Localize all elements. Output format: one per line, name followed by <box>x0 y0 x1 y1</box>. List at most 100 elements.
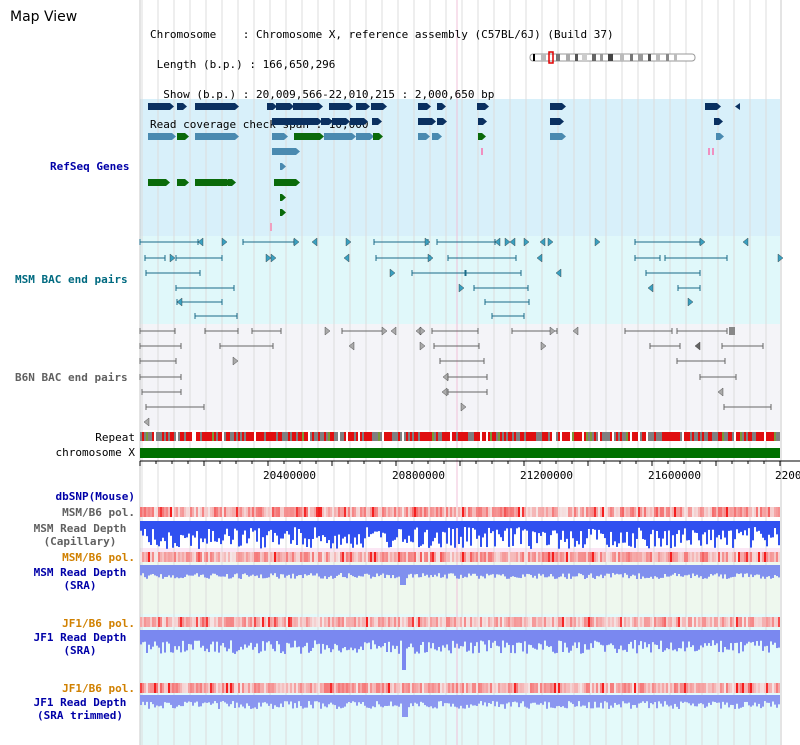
repeat-segment <box>414 432 416 441</box>
depth-bar <box>588 630 590 650</box>
pol-heat-cell <box>296 507 298 517</box>
pol-heat-cell <box>564 552 566 562</box>
pol-heat-cell <box>696 683 698 693</box>
pol-heat-cell <box>484 617 486 627</box>
pol-heat-cell <box>334 552 336 562</box>
depth-bar <box>376 630 378 649</box>
depth-bar <box>392 521 394 541</box>
depth-bar <box>532 521 534 532</box>
depth-bar <box>654 695 656 703</box>
pol-heat-cell <box>342 552 344 562</box>
jf1-depth-sra-label[interactable]: JF1 Read Depth (SRA) <box>20 631 140 657</box>
pol-heat-cell <box>434 683 436 693</box>
depth-bar <box>502 521 504 542</box>
refseq-gene <box>356 133 370 140</box>
pol-heat-cell <box>704 507 706 517</box>
pol-heat-cell <box>426 507 428 517</box>
repeat-segment <box>662 432 664 441</box>
msm-b6-pol-label: MSM/B6 pol. <box>62 506 135 519</box>
pol-heat-cell <box>562 552 564 562</box>
pol-heat-cell <box>420 552 422 562</box>
pol-heat-cell <box>540 617 542 627</box>
depth-bar <box>188 565 190 576</box>
depth-bar <box>672 565 674 575</box>
depth-bar <box>698 695 700 704</box>
pol-heat-cell <box>778 683 780 693</box>
pol-heat-cell <box>376 507 378 517</box>
depth-bar <box>712 521 714 530</box>
pol-heat-cell <box>538 683 540 693</box>
repeat-segment <box>230 432 232 441</box>
depth-bar <box>542 521 544 532</box>
pol-heat-cell <box>500 617 502 627</box>
depth-bar <box>458 565 460 579</box>
dbsnp-label[interactable]: dbSNP(Mouse) <box>55 490 135 503</box>
msm-bac-label[interactable]: MSM BAC end pairs <box>15 273 128 286</box>
pol-heat-cell <box>230 683 232 693</box>
repeat-segment <box>438 432 440 441</box>
pol-heat-cell <box>334 507 336 517</box>
pol-heat-cell <box>420 507 422 517</box>
depth-bar <box>692 695 694 704</box>
depth-bar <box>510 565 512 577</box>
bac-end-marker <box>343 253 350 263</box>
pol-heat-cell <box>192 552 194 562</box>
pol-heat-cell <box>404 617 406 627</box>
pol-heat-cell <box>200 617 202 627</box>
jf1-depth-trimmed-label[interactable]: JF1 Read Depth (SRA trimmed) <box>20 696 140 722</box>
depth-bar <box>250 630 252 643</box>
gene-small-feature <box>270 223 272 231</box>
depth-bar <box>250 521 252 529</box>
depth-bar <box>750 695 752 707</box>
pol-heat-cell <box>736 507 738 517</box>
repeat-segment <box>484 432 486 441</box>
gene-strand-arrow <box>329 118 333 125</box>
depth-bar <box>360 695 362 704</box>
repeat-segment <box>182 432 184 441</box>
depth-bar <box>306 630 308 643</box>
pol-heat-cell <box>654 617 656 627</box>
repeat-segment <box>352 432 354 441</box>
depth-bar <box>452 695 454 704</box>
depth-bar <box>562 630 564 652</box>
pol-heat-cell <box>498 552 500 562</box>
pol-heat-cell <box>514 617 516 627</box>
refseq-genes-label[interactable]: RefSeq Genes <box>50 160 130 173</box>
depth-bar <box>646 565 648 578</box>
pol-heat-cell <box>762 552 764 562</box>
pol-heat-cell <box>374 617 376 627</box>
repeat-segment <box>750 432 752 441</box>
depth-bar <box>352 521 354 548</box>
depth-bar <box>182 565 184 579</box>
pol-heat-cell <box>682 617 684 627</box>
depth-bar <box>172 521 174 548</box>
b6n-bac-label[interactable]: B6N BAC end pairs <box>15 371 128 384</box>
pol-heat-cell <box>592 552 594 562</box>
depth-bar <box>396 695 398 706</box>
depth-bar <box>758 630 760 646</box>
pol-heat-cell <box>226 507 228 517</box>
repeat-segment <box>708 432 710 441</box>
pol-heat-cell <box>494 507 496 517</box>
depth-bar <box>178 565 180 579</box>
depth-bar <box>628 630 630 645</box>
pol-heat-cell <box>544 617 546 627</box>
depth-bar <box>600 565 602 575</box>
depth-bar <box>402 521 404 542</box>
msm-depth-sra-label[interactable]: MSM Read Depth (SRA) <box>20 566 140 592</box>
pol-heat-cell <box>346 552 348 562</box>
pol-heat-cell <box>234 683 236 693</box>
depth-bar <box>150 695 152 703</box>
refseq-gene <box>373 133 379 140</box>
pol-heat-cell <box>448 617 450 627</box>
pol-heat-cell <box>578 552 580 562</box>
depth-bar <box>562 565 564 574</box>
depth-bar <box>338 630 340 651</box>
pol-heat-cell <box>766 552 768 562</box>
depth-bar <box>524 695 526 707</box>
depth-bar <box>374 521 376 532</box>
pol-heat-cell <box>770 617 772 627</box>
pol-heat-cell <box>688 552 690 562</box>
depth-bar <box>576 565 578 577</box>
